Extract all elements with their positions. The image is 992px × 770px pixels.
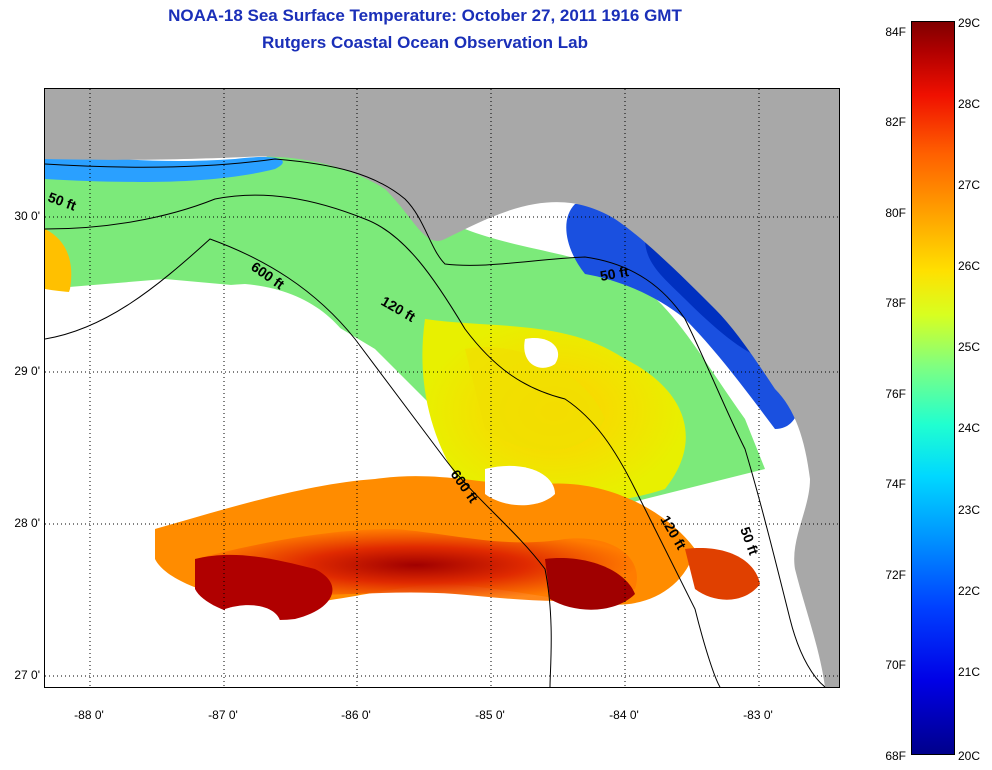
lon-label: -85 0' <box>475 708 505 722</box>
contour-120ft-line <box>45 194 721 687</box>
colorbar-c-label: 24C <box>958 421 981 435</box>
map-title: NOAA-18 Sea Surface Temperature: October… <box>168 6 682 25</box>
colorbar-c-label: 21C <box>958 665 981 679</box>
colorbar-c-label: 26C <box>958 259 981 273</box>
lon-label: -83 0' <box>743 708 773 722</box>
colorbar-f-label: 76F <box>885 387 906 401</box>
sst-map: 50 ft 600 ft 120 ft 50 ft 600 ft 120 ft … <box>44 88 840 688</box>
contour-600ft-line <box>45 238 552 687</box>
lon-label: -86 0' <box>341 708 371 722</box>
colorbar-c-label: 29C <box>958 16 981 30</box>
sst-map-canvas: 50 ft 600 ft 120 ft 50 ft 600 ft 120 ft … <box>45 89 839 687</box>
contour-50ft-line <box>45 158 826 687</box>
lon-label: -88 0' <box>74 708 104 722</box>
lon-label: -87 0' <box>208 708 238 722</box>
lat-label: 27 0' <box>14 668 40 682</box>
colorbar-f-label: 74F <box>885 477 906 491</box>
colorbar-c-label: 22C <box>958 584 981 598</box>
colorbar-f-label: 78F <box>885 296 906 310</box>
colorbar-f-label: 82F <box>885 115 906 129</box>
colorbar-f-label: 80F <box>885 206 906 220</box>
lat-label: 29 0' <box>14 364 40 378</box>
lat-label: 28 0' <box>14 516 40 530</box>
colorbar-c-label: 23C <box>958 503 981 517</box>
colorbar-c-label: 27C <box>958 178 981 192</box>
colorbar-f-label: 72F <box>885 568 906 582</box>
colorbar-c-label: 25C <box>958 340 981 354</box>
colorbar-c-label: 20C <box>958 749 981 763</box>
lat-label: 30 0' <box>14 209 40 223</box>
dark-warm-patch <box>195 554 333 620</box>
land-mass <box>45 89 839 687</box>
temperature-colorbar <box>911 21 955 755</box>
colorbar-f-label: 84F <box>885 25 906 39</box>
map-subtitle: Rutgers Coastal Ocean Observation Lab <box>262 33 588 52</box>
colorbar-c-label: 28C <box>958 97 981 111</box>
graticule <box>45 89 839 687</box>
colorbar-f-label: 70F <box>885 658 906 672</box>
colorbar-f-label: 68F <box>885 749 906 763</box>
contour-label: 50 ft <box>599 263 630 284</box>
lon-label: -84 0' <box>609 708 639 722</box>
